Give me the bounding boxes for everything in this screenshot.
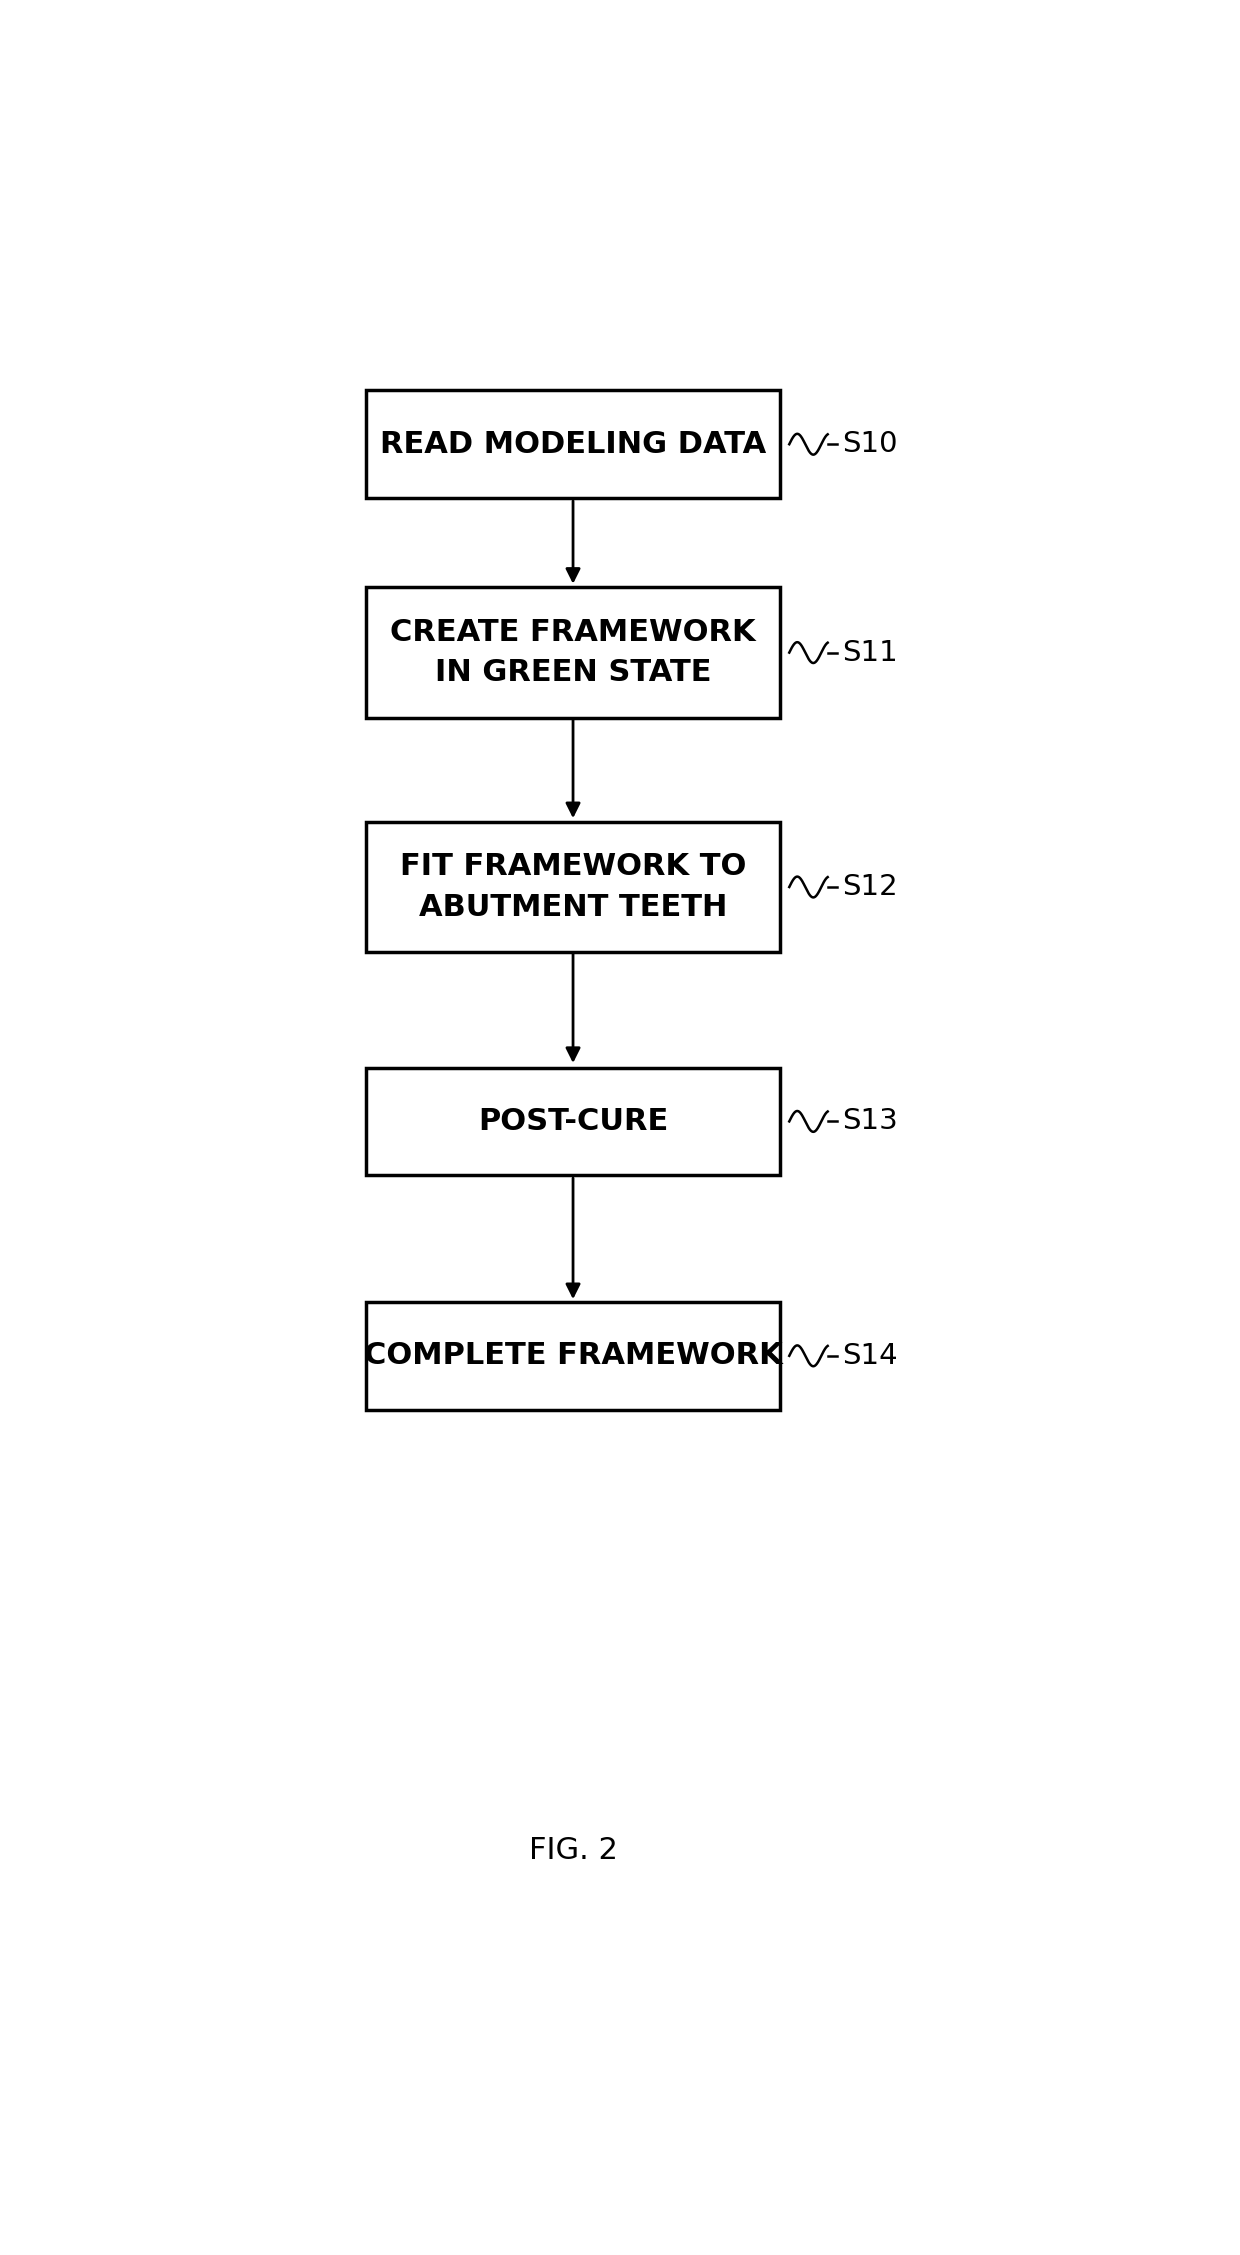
Text: S11: S11 bbox=[842, 638, 898, 667]
Text: S10: S10 bbox=[842, 431, 898, 458]
Text: S14: S14 bbox=[842, 1342, 898, 1369]
Text: FIG. 2: FIG. 2 bbox=[528, 1836, 618, 1865]
Text: S13: S13 bbox=[842, 1107, 898, 1137]
Bar bbox=[367, 821, 780, 952]
Text: FIT FRAMEWORK TO
ABUTMENT TEETH: FIT FRAMEWORK TO ABUTMENT TEETH bbox=[399, 852, 746, 922]
Text: S12: S12 bbox=[842, 873, 898, 902]
Text: READ MODELING DATA: READ MODELING DATA bbox=[379, 431, 766, 458]
Text: CREATE FRAMEWORK
IN GREEN STATE: CREATE FRAMEWORK IN GREEN STATE bbox=[391, 618, 756, 688]
Bar bbox=[367, 1301, 780, 1409]
Text: COMPLETE FRAMEWORK: COMPLETE FRAMEWORK bbox=[363, 1342, 782, 1371]
Bar bbox=[367, 1067, 780, 1175]
Bar bbox=[367, 390, 780, 498]
Bar bbox=[367, 589, 780, 717]
Text: POST-CURE: POST-CURE bbox=[477, 1107, 668, 1137]
